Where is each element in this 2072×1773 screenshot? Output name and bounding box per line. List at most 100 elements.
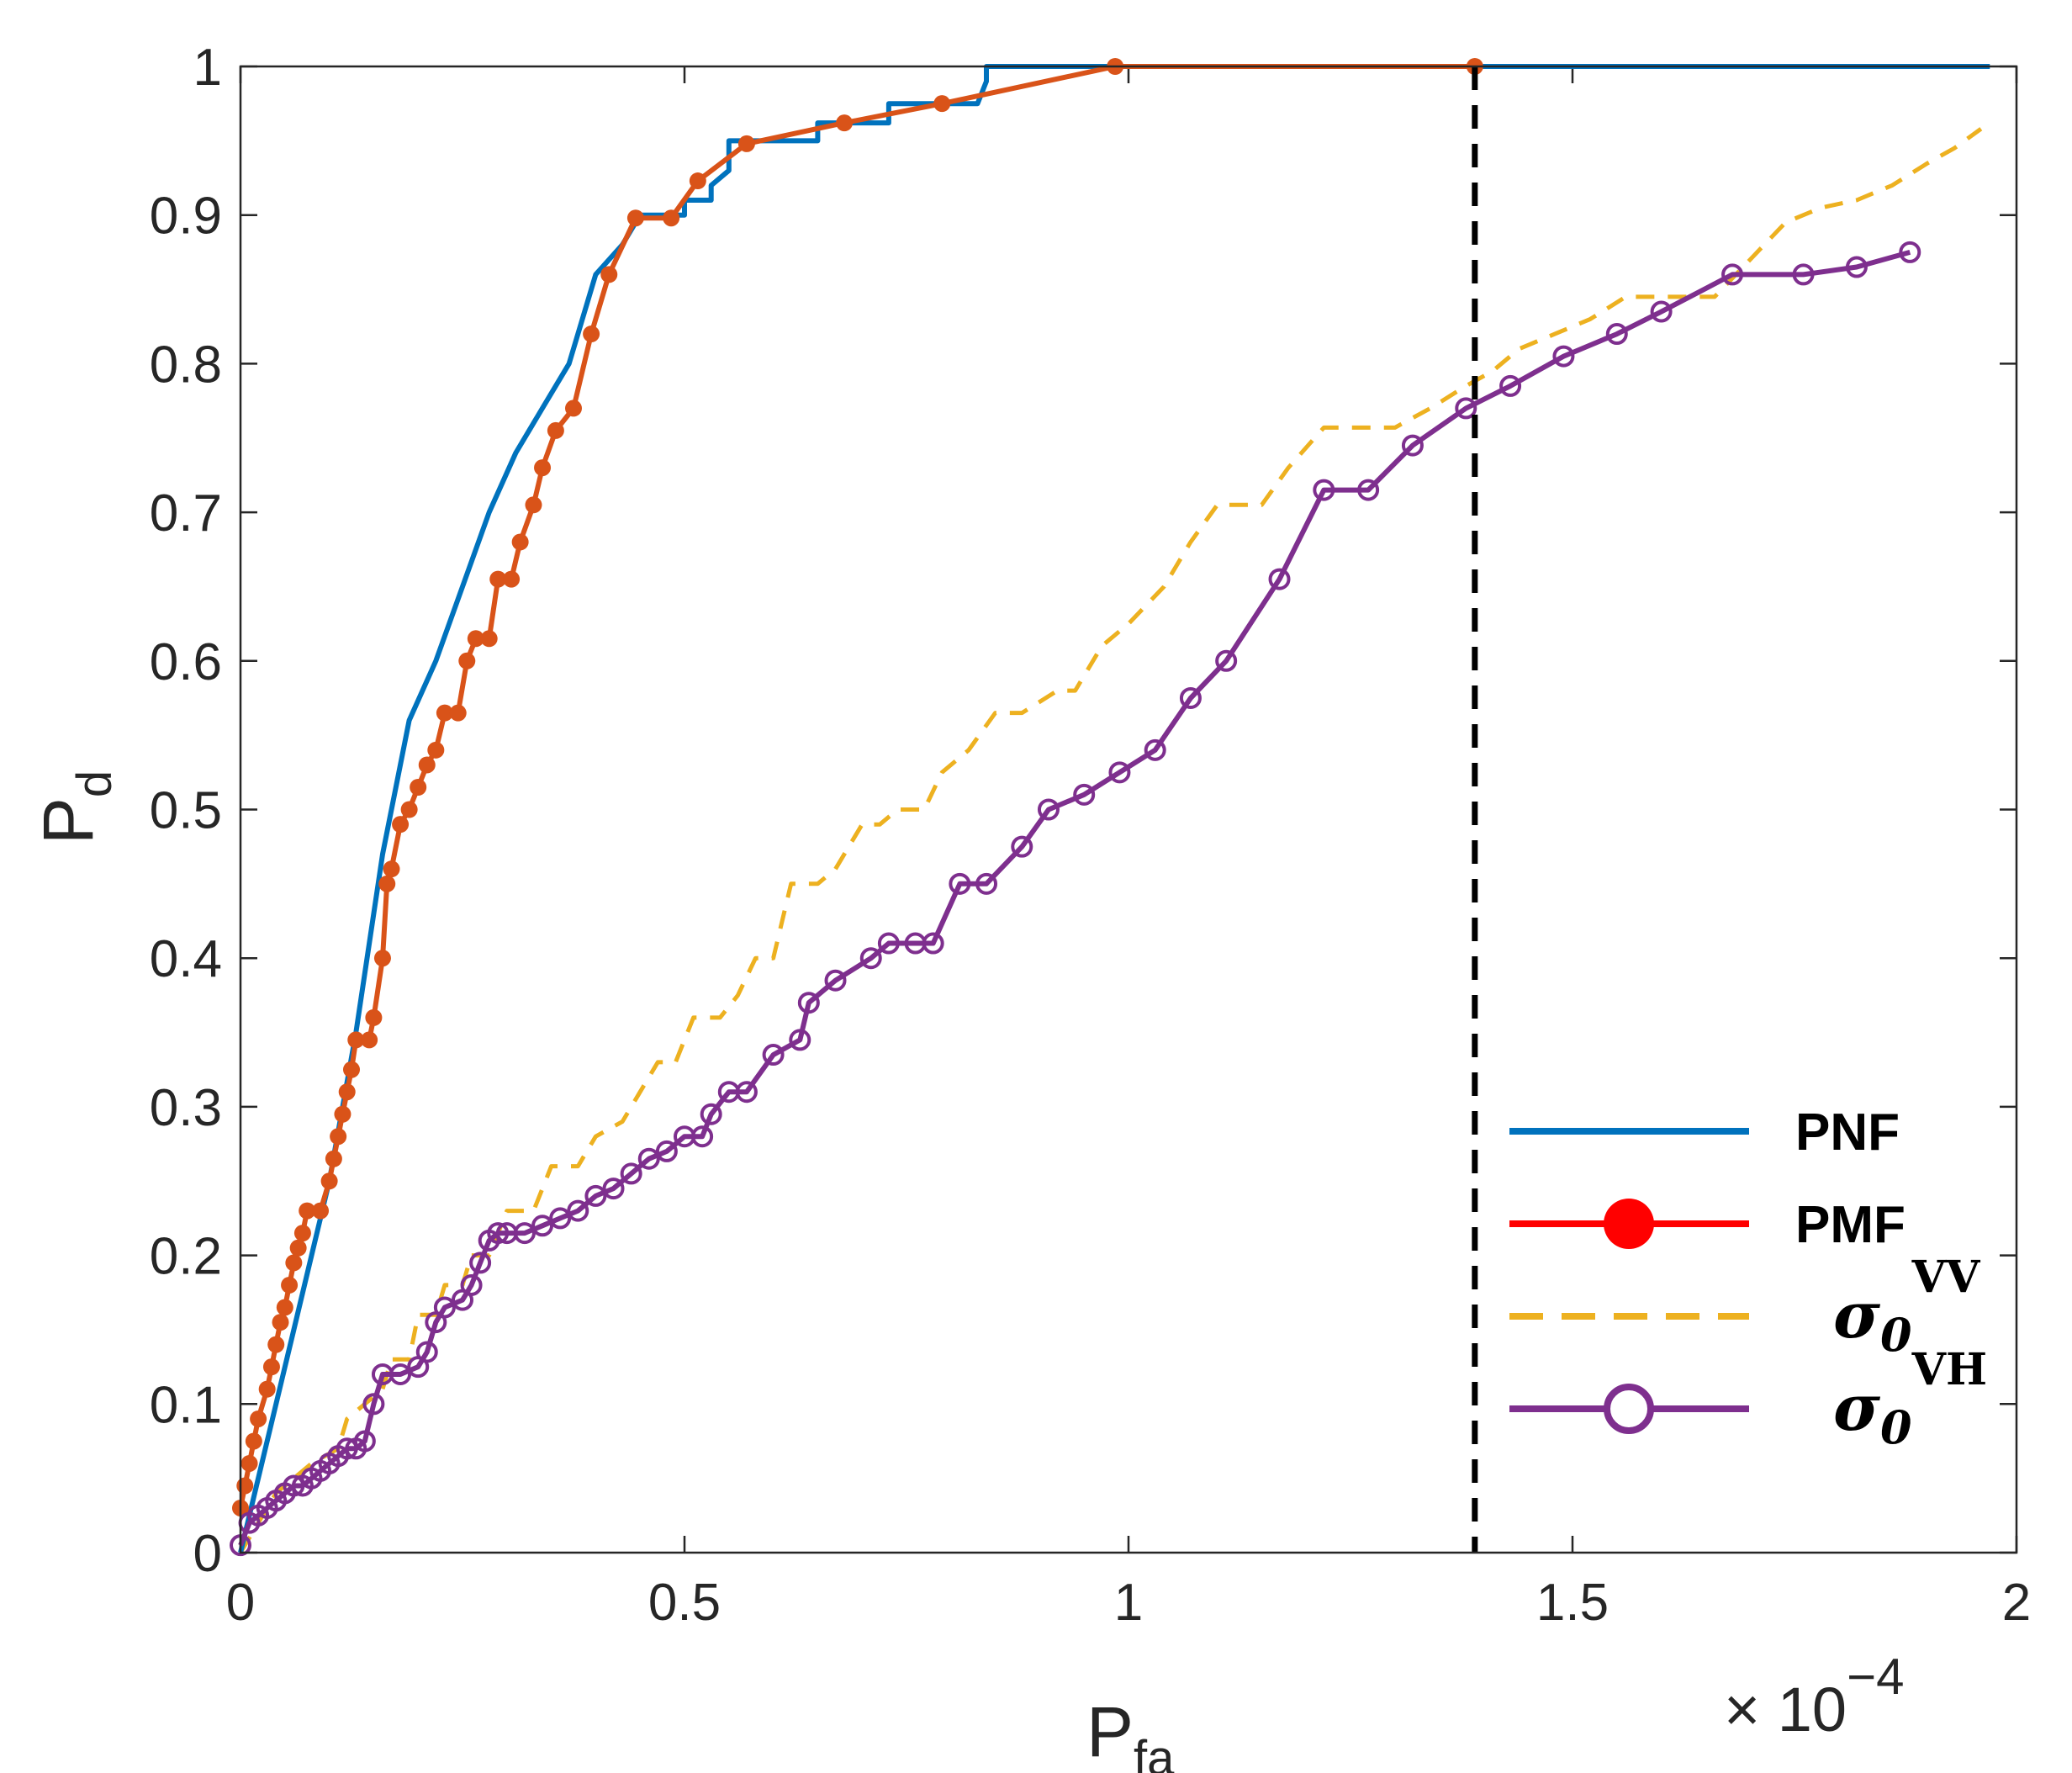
x-axis-label-sub: fa — [1134, 1731, 1175, 1773]
x-tick-labels: 0 0.5 1 1.5 2 — [226, 1574, 2031, 1632]
pmf-point — [289, 1239, 307, 1257]
vh-point — [1108, 761, 1131, 784]
legend-label-sigma-vh: σ0VH — [1833, 1344, 1987, 1454]
legend: PNF PMF σ0VV σ0VH — [1509, 1103, 1987, 1454]
vh-point — [1499, 374, 1522, 397]
pmf-point — [836, 114, 854, 132]
pmf-point — [525, 496, 542, 514]
y-tick-label: 0.1 — [150, 1376, 222, 1434]
vh-point — [1357, 479, 1380, 501]
y-tick-label: 0 — [193, 1525, 222, 1583]
pmf-point — [480, 630, 498, 648]
y-axis-label-main: P — [29, 797, 108, 844]
pmf-point — [245, 1432, 262, 1450]
vh-point — [735, 1081, 758, 1103]
pmf-point — [392, 816, 410, 834]
vh-point — [1605, 323, 1628, 346]
pmf-point — [436, 704, 453, 722]
pmf-point — [250, 1410, 267, 1427]
pmf-point — [534, 459, 552, 477]
vh-point — [1721, 263, 1744, 286]
pmf-point — [933, 95, 951, 113]
vh-point — [1073, 783, 1096, 806]
vh-point — [1144, 738, 1166, 761]
pmf-point — [312, 1202, 330, 1220]
pmf-point — [418, 756, 436, 774]
vh-point — [353, 1430, 376, 1453]
pmf-point — [262, 1358, 280, 1376]
vh-point — [1552, 345, 1575, 368]
pmf-point — [565, 400, 582, 417]
pmf-point — [689, 172, 706, 190]
vh-point — [549, 1207, 572, 1230]
vh-point — [460, 1273, 483, 1296]
y-tick-label: 0.8 — [150, 336, 222, 394]
pmf-point — [299, 1202, 316, 1220]
y-axis-label-sub: d — [67, 770, 122, 797]
pmf-point — [458, 652, 476, 670]
x-tick-label: 0 — [226, 1574, 255, 1632]
pmf-point — [663, 209, 680, 227]
pmf-point — [338, 1083, 356, 1101]
vh-point — [433, 1296, 456, 1319]
y-tick-label: 0.3 — [150, 1079, 222, 1137]
x-axis-label: Pfa — [1086, 1692, 1175, 1773]
legend-sigma-vh-sub: 0 — [1880, 1400, 1912, 1454]
y-tick-label: 0.7 — [150, 484, 222, 542]
legend-sigma-vv-sup: VV — [1911, 1252, 1981, 1303]
x-multiplier-exp: −4 — [1847, 1649, 1904, 1705]
vh-point — [1455, 397, 1477, 420]
pmf-point — [236, 1477, 254, 1495]
pmf-point — [276, 1299, 293, 1316]
legend-sigma-vh-sup: VH — [1911, 1344, 1987, 1395]
pmf-point — [361, 1031, 378, 1049]
vh-point — [922, 932, 944, 955]
x-tick-label: 0.5 — [648, 1574, 721, 1632]
vh-point — [949, 872, 971, 895]
pmf-point — [334, 1105, 352, 1123]
vh-point — [700, 1103, 722, 1125]
vh-point — [1792, 263, 1815, 286]
vh-point — [691, 1125, 714, 1148]
pmf-point — [365, 1008, 383, 1026]
vh-point — [362, 1393, 385, 1416]
pmf-point — [489, 570, 507, 588]
vh-point — [789, 1029, 811, 1051]
vh-point — [762, 1044, 785, 1066]
vh-point — [389, 1363, 412, 1385]
vh-point — [975, 872, 998, 895]
vh-point — [620, 1162, 642, 1185]
legend-label-pmf: PMF — [1795, 1196, 1906, 1254]
pmf-point — [258, 1380, 276, 1398]
vh-point — [415, 1341, 438, 1363]
pmf-point — [626, 209, 644, 227]
y-axis-label: Pd — [29, 770, 122, 844]
pmf-point — [272, 1314, 289, 1331]
vh-point — [1268, 568, 1291, 590]
y-tick-label: 0.9 — [150, 188, 222, 246]
vh-point — [336, 1437, 358, 1460]
pmf-point — [410, 778, 427, 796]
x-tick-label: 1 — [1114, 1574, 1143, 1632]
x-multiplier: × 10−4 — [1724, 1649, 1905, 1744]
vh-point — [1011, 835, 1033, 858]
x-multiplier-base: × 10 — [1724, 1675, 1847, 1744]
pmf-point — [400, 801, 418, 818]
pmf-point — [503, 570, 521, 588]
legend-marker-sigma-vh — [1604, 1384, 1654, 1434]
vh-point — [584, 1184, 607, 1207]
plot-area — [240, 66, 2016, 1553]
vh-point — [824, 969, 847, 992]
vh-point — [1845, 256, 1868, 278]
y-tick-label: 0.4 — [150, 930, 222, 988]
vh-point — [513, 1222, 536, 1245]
vh-point — [1401, 434, 1424, 457]
vh-point — [797, 992, 820, 1014]
pmf-point — [347, 1031, 365, 1049]
pmf-point — [383, 860, 400, 878]
pmf-point — [378, 875, 396, 892]
pmf-point — [373, 950, 391, 967]
vh-point — [487, 1222, 510, 1245]
x-axis-label-main: P — [1086, 1692, 1134, 1771]
pmf-point — [583, 325, 600, 343]
